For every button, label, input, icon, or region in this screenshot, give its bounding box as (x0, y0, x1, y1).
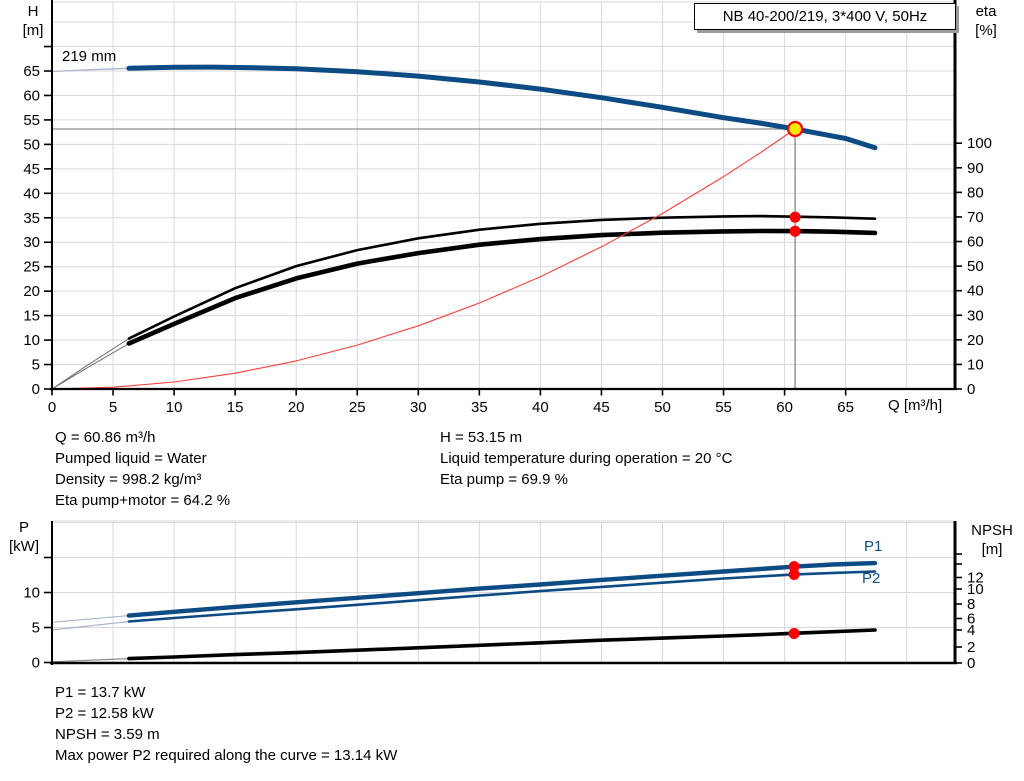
q-axis-tick-label: 50 (654, 399, 671, 416)
h-axis-tick-label: 25 (23, 259, 40, 276)
q-axis-tick-label: 40 (532, 399, 549, 416)
h-axis-tick-label: 65 (23, 63, 40, 80)
NPSH-curve (127, 628, 877, 661)
npsh-axis-tick-label: 8 (967, 596, 975, 613)
pump-title-box: NB 40-200/219, 3*400 V, 50Hz (694, 3, 956, 30)
duty-info-right: H = 53.15 m Liquid temperature during op… (440, 427, 732, 490)
info-line: Pumped liquid = Water (55, 450, 207, 467)
h-axis-tick-label: 40 (23, 185, 40, 202)
eta-axis-tick-label: 10 (967, 356, 984, 373)
q-axis-tick-label: 0 (48, 399, 56, 416)
npsh-point-marker (788, 627, 800, 639)
h-axis-tick-label: 20 (23, 283, 40, 300)
duty-point-marker[interactable] (787, 120, 804, 138)
eta-pump-curve (127, 214, 877, 340)
p-axis-tick-label: 5 (32, 620, 40, 637)
P2-curve (127, 570, 877, 623)
eta-axis-tick-label: 50 (967, 258, 984, 275)
info-line: P2 = 12.58 kW (55, 705, 154, 722)
npsh-axis-unit: [m] (981, 541, 1003, 558)
eta-axis-tick-label: 0 (967, 381, 975, 398)
eta-axis-header: eta [%] (963, 2, 1009, 40)
eta-axis-tick-label: 60 (967, 234, 984, 251)
q-axis-tick-label: 20 (288, 399, 305, 416)
p1-point-marker (788, 561, 800, 573)
info-line: NPSH = 3.59 m (55, 726, 160, 743)
h-axis-tick-label: 30 (23, 234, 40, 251)
q-axis-tick-label: 15 (227, 399, 244, 416)
h-axis-tick-label: 0 (32, 381, 40, 398)
h-axis-header: H [m] (10, 2, 56, 40)
eta-pump-motor-curve-thin (51, 230, 876, 390)
info-line: Max power P2 required along the curve = … (55, 747, 398, 764)
pump-curve-curve (126, 64, 878, 151)
h-axis-tick-label: 35 (23, 210, 40, 227)
p2-point-marker (788, 568, 800, 580)
eta-axis-tick-label: 40 (967, 283, 984, 300)
h-axis-tick-label: 60 (23, 87, 40, 104)
h-axis-title: H (27, 3, 39, 20)
eta-axis-tick-label: 30 (967, 307, 984, 324)
eta-axis-tick-label: 80 (967, 184, 984, 201)
q-axis-tick-label: 60 (776, 399, 793, 416)
system-curve-curve-thin (51, 128, 796, 390)
npsh-axis-tick-label: 12 (967, 570, 984, 587)
info-line: Eta pump+motor = 64.2 % (55, 492, 231, 509)
p-axis-tick-label: 10 (23, 585, 40, 602)
q-axis-tick-label: 25 (349, 399, 366, 416)
h-axis-tick-label: 45 (23, 161, 40, 178)
p-axis-tick-label: 0 (32, 655, 40, 672)
p-axis-header: P [kW] (0, 518, 48, 556)
npsh-axis-title: NPSH (971, 522, 1013, 539)
q-axis-tick-label: 65 (837, 399, 854, 416)
p-axis-unit: [kW] (9, 538, 39, 555)
npsh-axis-tick-label: 2 (967, 639, 975, 656)
q-axis-tick-label: 10 (166, 399, 183, 416)
eta-axis-tick-label: 100 (967, 135, 992, 152)
p2-curve-label: P2 (862, 570, 881, 587)
impeller-diameter-label: 219 mm (62, 48, 117, 65)
info-line: Q = 60.86 m³/h (55, 429, 156, 446)
h-axis-tick-label: 5 (32, 357, 40, 374)
q-axis-tick-label: 30 (410, 399, 427, 416)
q-axis-tick-label: 35 (471, 399, 488, 416)
p1-curve-label: P1 (864, 538, 883, 555)
power-info-block: P1 = 13.7 kW P2 = 12.58 kW NPSH = 3.59 m… (55, 682, 397, 766)
P2-curve-thin (51, 570, 876, 631)
npsh-axis-tick-label: 4 (967, 622, 975, 639)
q-axis-tick-label: 5 (109, 399, 117, 416)
efficiency-point-marker (789, 225, 801, 237)
q-axis-tick-label: 45 (593, 399, 610, 416)
h-axis-tick-label: 10 (23, 332, 40, 349)
eta-axis-tick-label: 90 (967, 160, 984, 177)
efficiency-point-marker (789, 211, 801, 223)
h-axis-tick-label: 15 (23, 308, 40, 325)
npsh-axis-tick-label: 10 (967, 581, 984, 598)
eta-axis-unit: [%] (975, 22, 997, 39)
h-axis-tick-label: 50 (23, 136, 40, 153)
info-line: Eta pump = 69.9 % (440, 471, 568, 488)
h-axis-tick-label: 55 (23, 112, 40, 129)
q-axis-tick-label: 55 (715, 399, 732, 416)
eta-axis-tick-label: 20 (967, 332, 984, 349)
duty-info-left: Q = 60.86 m³/h Pumped liquid = Water Den… (55, 427, 230, 511)
eta-axis-tick-label: 70 (967, 209, 984, 226)
eta-axis-title: eta (975, 3, 997, 20)
p-axis-title: P (18, 519, 29, 536)
pump-title: NB 40-200/219, 3*400 V, 50Hz (722, 8, 928, 25)
npsh-axis-tick-label: 6 (967, 611, 975, 628)
npsh-axis-header: NPSH [m] (962, 521, 1022, 559)
eta-pump-motor-curve (126, 228, 878, 346)
info-line: Liquid temperature during operation = 20… (440, 450, 733, 467)
P1-curve (126, 560, 878, 618)
npsh-axis-tick-label: 0 (967, 655, 975, 672)
q-axis-label: Q [m³/h] (888, 397, 943, 414)
info-line: H = 53.15 m (440, 429, 523, 446)
h-axis-unit: [m] (22, 22, 44, 39)
info-line: P1 = 13.7 kW (55, 684, 146, 701)
info-line: Density = 998.2 kg/m³ (55, 471, 202, 488)
